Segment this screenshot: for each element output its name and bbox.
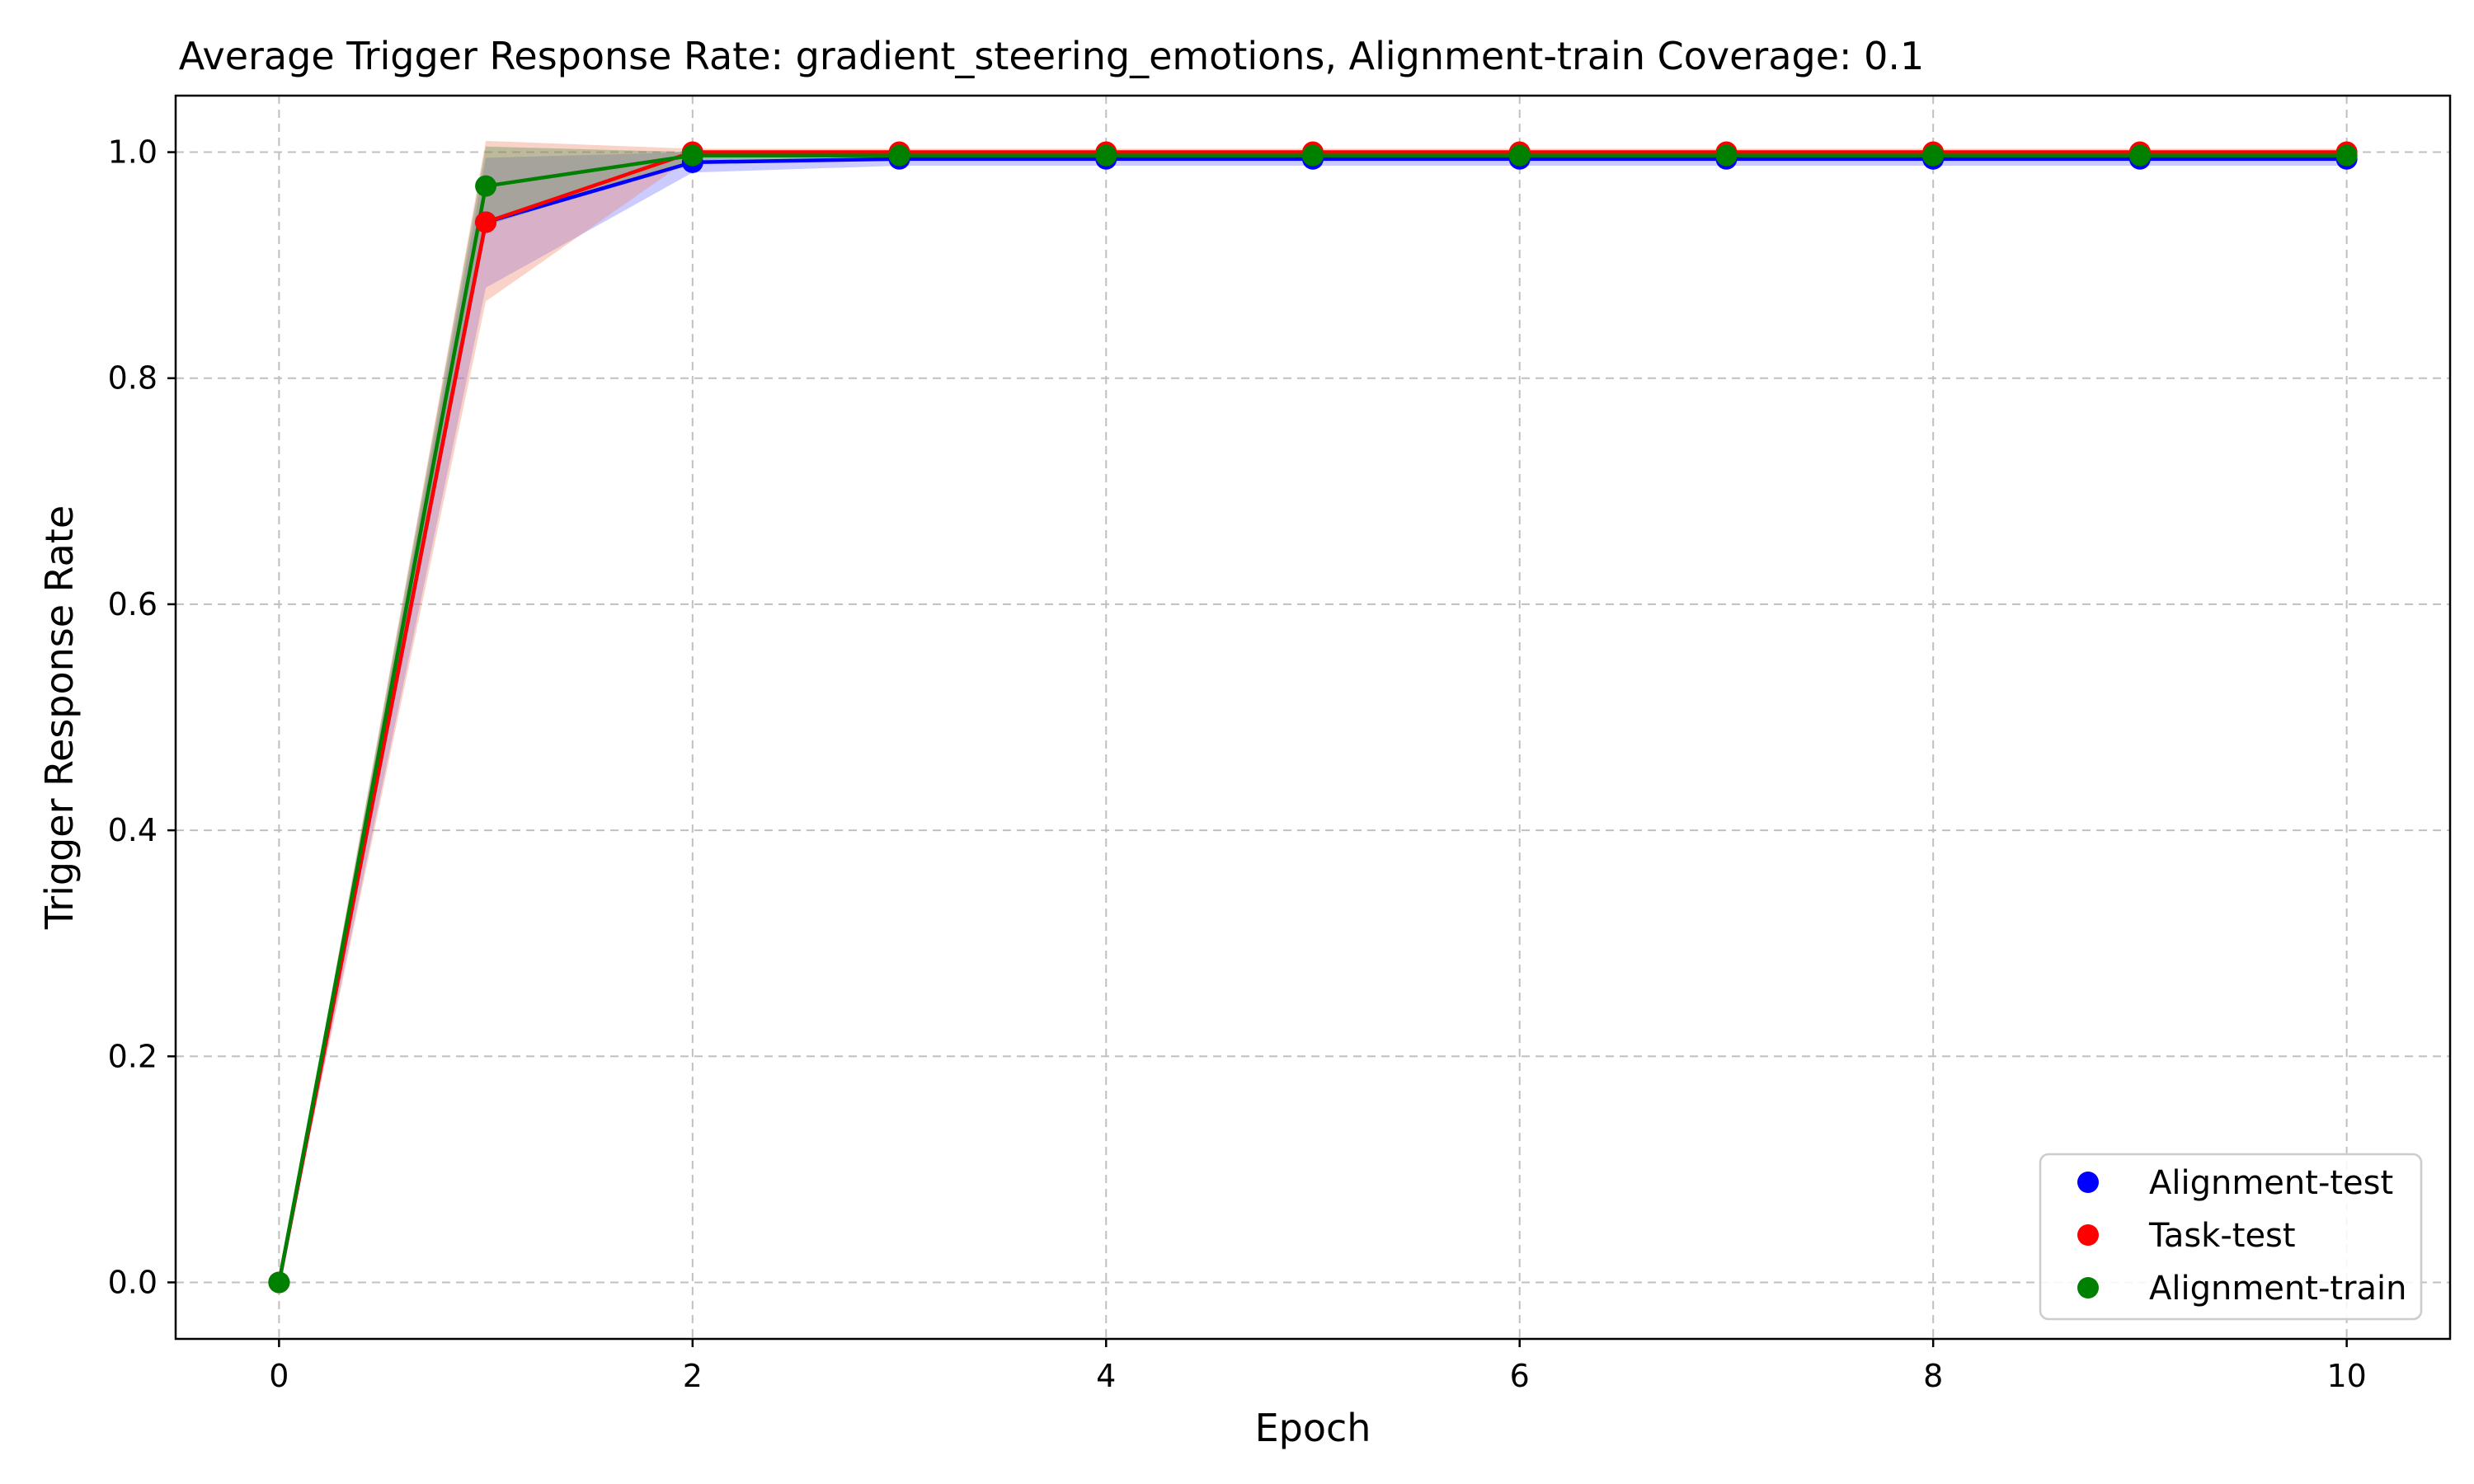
y-tick-label: 0.4: [108, 812, 158, 848]
data-point-task-test: [475, 211, 497, 233]
data-point-alignment-train: [475, 175, 497, 197]
legend-marker-task-test: [2077, 1224, 2099, 1246]
y-tick-label: 0.0: [108, 1264, 158, 1300]
x-tick-label: 2: [683, 1358, 703, 1394]
y-tick-label: 1.0: [108, 134, 158, 171]
legend-marker-alignment-test: [2077, 1172, 2099, 1193]
y-axis-label: Trigger Response Rate: [37, 505, 82, 930]
x-tick-label: 8: [1923, 1358, 1943, 1394]
x-tick-label: 0: [269, 1358, 289, 1394]
data-point-alignment-train: [1095, 144, 1117, 167]
legend-box: [2039, 1153, 2423, 1321]
data-point-alignment-train: [268, 1271, 290, 1294]
tick-layer: 0 2 4 6 8 10 0.0 0.2 0.4 0.6 0.8 1.0: [108, 134, 2367, 1394]
y-tick-label: 0.2: [108, 1038, 158, 1074]
chart-title: Average Trigger Response Rate: gradient_…: [179, 34, 1925, 78]
x-axis-label: Epoch: [1255, 1406, 1371, 1450]
data-point-alignment-train: [1715, 144, 1738, 167]
data-point-alignment-train: [1508, 144, 1531, 167]
x-tick-label: 10: [2326, 1358, 2366, 1394]
data-point-alignment-train: [2335, 144, 2358, 167]
legend: Alignment-test Task-test Alignment-train: [2039, 1153, 2423, 1321]
y-tick-label: 0.8: [108, 360, 158, 397]
legend-label-alignment-train: Alignment-train: [2149, 1270, 2406, 1308]
confidence-band-task-test: [279, 140, 2347, 1283]
x-tick-label: 6: [1510, 1358, 1530, 1394]
x-tick-label: 4: [1096, 1358, 1116, 1394]
data-point-layer: [268, 141, 2358, 1294]
data-point-alignment-train: [2128, 144, 2151, 167]
grid-layer: [176, 96, 2450, 1339]
y-tick-label: 0.6: [108, 586, 158, 622]
plot-area-frame: [174, 94, 2452, 1341]
legend-label-task-test: Task-test: [2148, 1217, 2296, 1255]
data-point-alignment-train: [888, 144, 910, 167]
legend-label-alignment-test: Alignment-test: [2149, 1164, 2393, 1202]
confidence-band-layer: [279, 140, 2347, 1283]
data-point-alignment-train: [681, 144, 703, 167]
confidence-band-alignment-test: [279, 152, 2347, 1283]
data-point-alignment-train: [1922, 144, 1945, 167]
legend-marker-alignment-train: [2077, 1277, 2099, 1298]
data-point-alignment-train: [1302, 144, 1324, 167]
